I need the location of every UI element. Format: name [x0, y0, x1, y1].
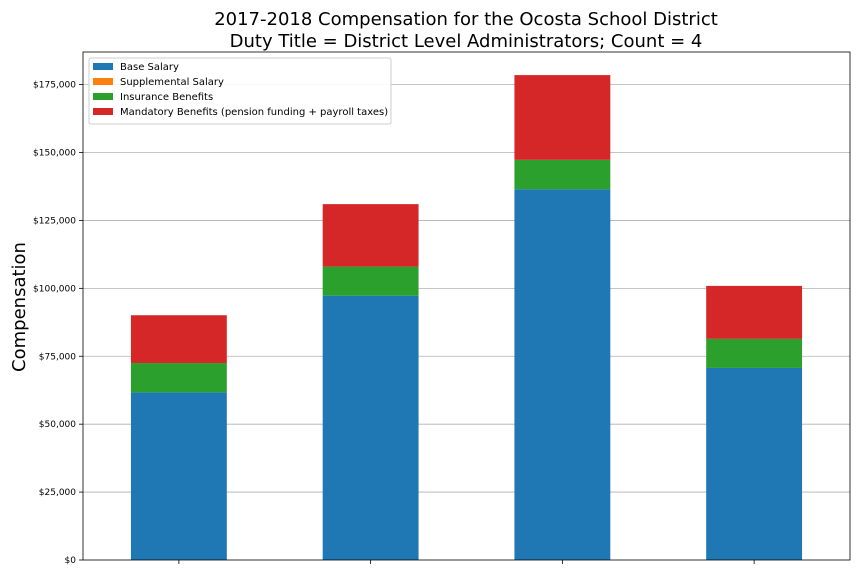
- legend-box: [88, 57, 392, 125]
- legend-label: Insurance Benefits: [120, 92, 213, 103]
- bars: [130, 75, 803, 560]
- y-axis-label: Compensation: [9, 242, 30, 372]
- bar-base-salary: [322, 295, 419, 560]
- bar-mandatory-benefits-pension-funding-payroll-taxes: [706, 285, 803, 339]
- y-tick-label: $75,000: [39, 352, 76, 362]
- bar-mandatory-benefits-pension-funding-payroll-taxes: [322, 204, 419, 267]
- bar-insurance-benefits: [130, 363, 227, 393]
- legend-swatch: [93, 78, 113, 85]
- bar-base-salary: [706, 367, 803, 560]
- y-tick-label: $100,000: [33, 284, 76, 294]
- y-tick-label: $175,000: [33, 81, 76, 91]
- bar-mandatory-benefits-pension-funding-payroll-taxes: [130, 315, 227, 364]
- bar-base-salary: [130, 392, 227, 560]
- bar-base-salary: [514, 189, 611, 560]
- y-tick-label: $25,000: [39, 488, 76, 498]
- legend: Base Salary Supplemental Salary Insurance …: [88, 57, 392, 125]
- legend-label: Mandatory Benefits (pension funding + pa…: [120, 107, 388, 118]
- y-tick-label: $125,000: [33, 216, 76, 226]
- legend-label: Base Salary: [120, 62, 179, 73]
- bar-insurance-benefits: [322, 266, 419, 296]
- y-tick-label: $150,000: [33, 149, 76, 159]
- bar-insurance-benefits: [706, 338, 803, 368]
- legend-swatch: [93, 63, 113, 70]
- legend-swatch: [93, 108, 113, 115]
- plot-frame: [82, 51, 851, 561]
- legend-label: Supplemental Salary: [120, 77, 224, 88]
- axes: [82, 51, 851, 561]
- legend-swatch: [93, 93, 113, 100]
- y-tick-label: $0: [65, 556, 77, 566]
- y-tick-label: $50,000: [39, 420, 76, 430]
- ticks: $0 $25,000 $50,000 $75,000 $100,000 $125,000 $…: [33, 81, 755, 566]
- chart-title: 2017-2018 Compensation for the Ocosta Sc…: [214, 9, 718, 30]
- bar-mandatory-benefits-pension-funding-payroll-taxes: [514, 75, 611, 160]
- chart-subtitle: Duty Title = District Level Administrato…: [230, 31, 703, 52]
- bar-insurance-benefits: [514, 159, 611, 190]
